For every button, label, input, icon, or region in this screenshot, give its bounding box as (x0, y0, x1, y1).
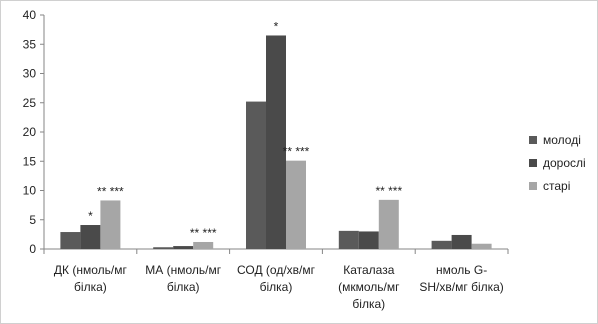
x-category-label: МА (нмоль/мг (145, 263, 221, 277)
bar-дорослі (358, 231, 379, 249)
x-category-label: Каталаза (343, 263, 394, 277)
bar-старі (378, 199, 399, 249)
x-category-label: білка) (74, 280, 107, 294)
bar-молоді (153, 247, 174, 249)
bar-молоді (338, 230, 359, 249)
y-tick-label: 30 (23, 67, 37, 81)
x-category-label: білка) (260, 280, 293, 294)
legend-swatch (529, 136, 537, 144)
x-category-label: SH/хв/мг білка) (419, 280, 503, 294)
bar-дорослі (451, 234, 472, 249)
y-tick-label: 40 (23, 8, 37, 22)
y-tick-label: 0 (29, 242, 36, 256)
significance-annotation: ** *** (283, 145, 310, 159)
y-tick-label: 25 (23, 96, 37, 110)
bar-дорослі (266, 35, 286, 249)
bar-дорослі (173, 246, 194, 249)
significance-annotation: ** *** (97, 184, 124, 198)
bar-молоді (60, 232, 81, 249)
legend-swatch (529, 159, 537, 167)
significance-annotation: * (88, 209, 93, 223)
y-tick-label: 15 (23, 154, 37, 168)
legend-swatch (529, 182, 537, 190)
bar-молоді (246, 101, 266, 249)
significance-annotation: ** *** (375, 184, 402, 198)
bar-молоді (431, 240, 452, 249)
x-category-label: білка) (167, 280, 200, 294)
legend-label: дорослі (543, 156, 586, 170)
x-category-label: ДК (нмоль/мг (54, 263, 128, 277)
legend-label: старі (543, 179, 570, 193)
x-category-label: СОД (од/хв/мг (237, 263, 316, 277)
significance-annotation: * (274, 19, 279, 33)
x-category-label: білка) (352, 297, 385, 311)
bar-дорослі (80, 225, 101, 249)
y-tick-label: 10 (23, 184, 37, 198)
x-category-label: нмоль G- (436, 263, 487, 277)
bar-старі (193, 241, 214, 249)
significance-annotation: ** *** (190, 226, 217, 240)
y-tick-label: 5 (29, 213, 36, 227)
bar-старі (100, 200, 121, 249)
y-tick-label: 20 (23, 125, 37, 139)
bar-старі (286, 160, 306, 249)
legend-label: молоді (543, 133, 581, 147)
x-category-label: (мкмоль/мг (338, 280, 400, 294)
y-tick-label: 35 (23, 37, 37, 51)
bar-старі (471, 243, 492, 249)
